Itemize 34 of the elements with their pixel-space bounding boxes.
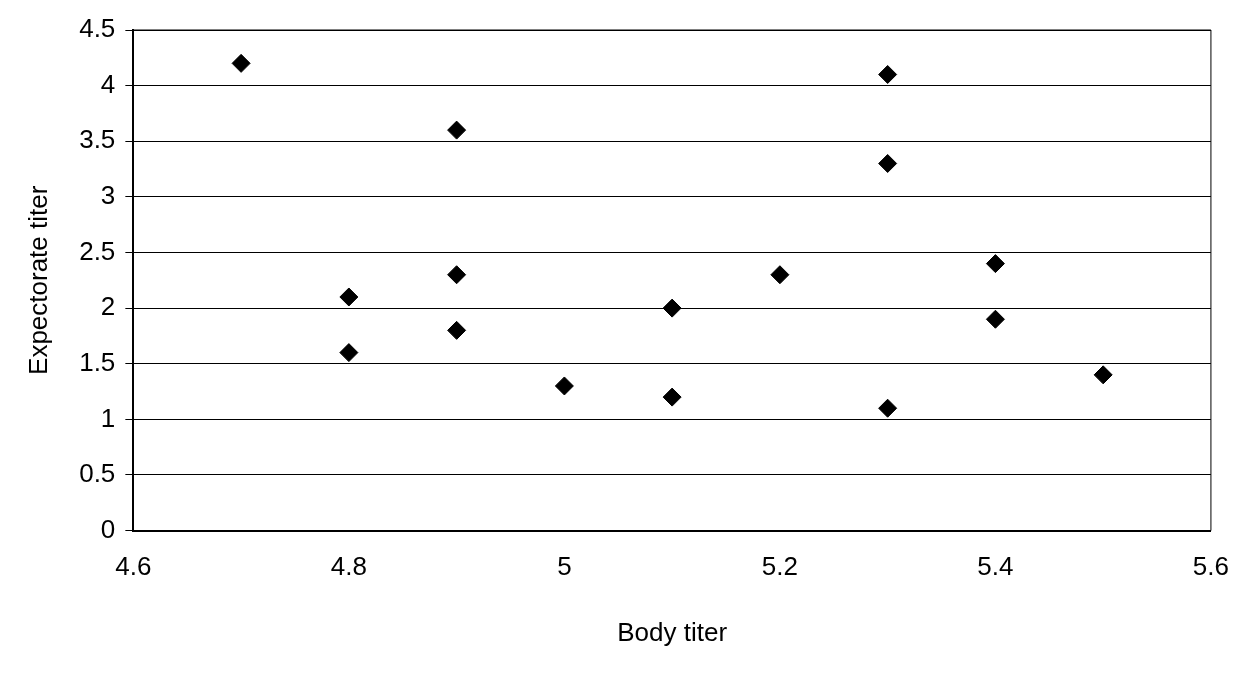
y-tick-label: 2.5: [79, 235, 116, 266]
point: [447, 265, 467, 285]
x-tick-label: 5.2: [761, 551, 798, 582]
y-tick-label: 3: [100, 180, 116, 211]
y-tick-label: 4: [100, 68, 116, 99]
y-tick-label: 1: [100, 402, 116, 433]
y-tick-label: 0: [100, 513, 116, 544]
point: [770, 265, 790, 285]
y-tick-label: 3.5: [79, 124, 116, 155]
point: [985, 254, 1005, 274]
point: [231, 53, 251, 73]
x-tick-label: 5.6: [1192, 551, 1230, 582]
point: [339, 287, 359, 307]
y-tick-label: 2: [100, 291, 116, 322]
point: [878, 153, 898, 173]
point: [447, 320, 467, 340]
point: [985, 309, 1005, 329]
x-tick-label: 5.4: [977, 551, 1014, 582]
y-axis-title: Expectorate titer: [22, 185, 53, 375]
point: [662, 387, 682, 407]
y-tick-label: 1.5: [79, 346, 116, 377]
x-tick-label: 4.8: [330, 551, 367, 582]
point: [1093, 365, 1113, 385]
point: [554, 376, 574, 396]
y-tick-label: 0.5: [79, 458, 116, 489]
x-tick-label: 4.6: [115, 551, 152, 582]
x-tick-label: 5: [557, 551, 572, 582]
point: [878, 398, 898, 418]
point: [339, 343, 359, 363]
x-axis-title: Body titer: [617, 616, 728, 647]
y-tick-label: 4.5: [79, 13, 116, 44]
point: [447, 120, 467, 140]
point: [662, 298, 682, 318]
point: [878, 65, 898, 84]
